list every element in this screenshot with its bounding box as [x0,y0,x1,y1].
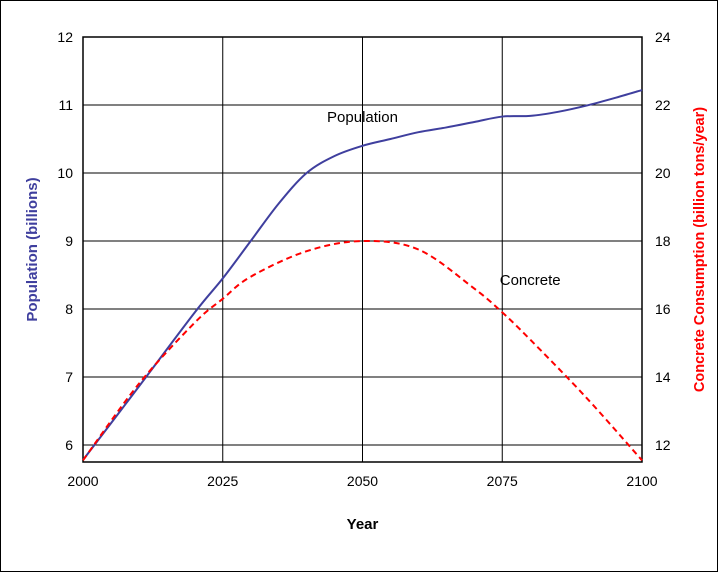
right-y-tick-label: 12 [655,437,671,453]
left-y-tick-label: 6 [65,437,73,453]
x-tick-label: 2025 [207,473,238,489]
left-y-tick-label: 7 [65,369,73,385]
left-y-axis-label: Population (billions) [24,177,41,321]
annotations: Population Concrete [327,109,561,289]
x-axis-label: Year [347,516,379,533]
right-y-tick-label: 24 [655,29,671,45]
left-y-tick-label: 12 [57,29,73,45]
right-y-tick-label: 22 [655,97,671,113]
left-y-tick-label: 9 [65,233,73,249]
annotation-population: Population [327,109,398,126]
left-y-tick-label: 10 [57,165,73,181]
right-y-axis-label: Concrete Consumption (billion tons/year) [692,107,708,392]
annotation-concrete: Concrete [500,272,561,289]
data-series [82,89,643,461]
right-y-tick-label: 20 [655,165,671,181]
series-line-concrete [82,239,643,461]
x-tick-label: 2000 [67,473,98,489]
grid-lines [82,36,643,462]
series-line-population [82,89,643,461]
x-tick-label: 2075 [487,473,518,489]
right-y-tick-label: 18 [655,233,671,249]
tick-labels: 2000 2025 2050 2075 2100 6 7 8 9 10 11 12 12 14 16 18 20… [57,29,670,489]
right-y-tick-label: 14 [655,369,671,385]
x-tick-label: 2050 [347,473,378,489]
x-tick-label: 2100 [626,473,657,489]
left-y-tick-label: 11 [58,97,73,113]
plot-area-border [82,36,643,463]
right-y-tick-label: 16 [655,301,671,317]
left-y-tick-label: 8 [65,301,73,317]
